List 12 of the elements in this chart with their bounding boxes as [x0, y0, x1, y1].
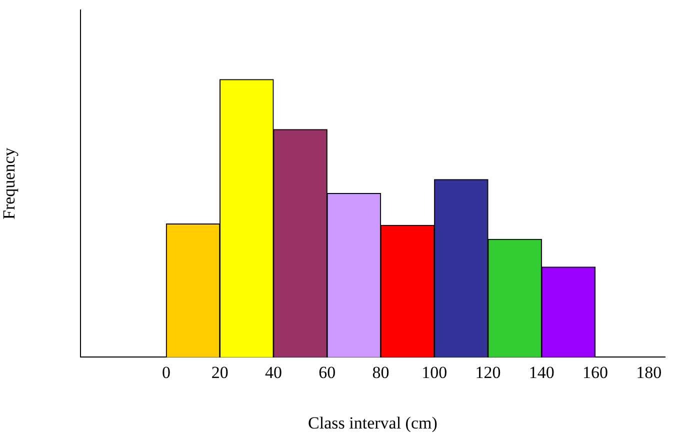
x-tick-label: 60 — [318, 362, 336, 382]
x-axis-title: Class interval (cm) — [308, 413, 438, 432]
x-tick-label: 20 — [211, 362, 228, 382]
x-tick-label: 160 — [582, 362, 608, 382]
x-tick-label: 80 — [372, 362, 390, 382]
x-tick-label: 180 — [636, 362, 662, 382]
y-axis-title: Frequency — [0, 147, 19, 220]
x-tick-label: 100 — [422, 362, 448, 382]
x-tick-label: 0 — [162, 362, 170, 382]
x-tick-label: 140 — [528, 362, 554, 382]
x-tick-label: 120 — [475, 362, 501, 382]
x-tick-label: 40 — [264, 362, 282, 382]
